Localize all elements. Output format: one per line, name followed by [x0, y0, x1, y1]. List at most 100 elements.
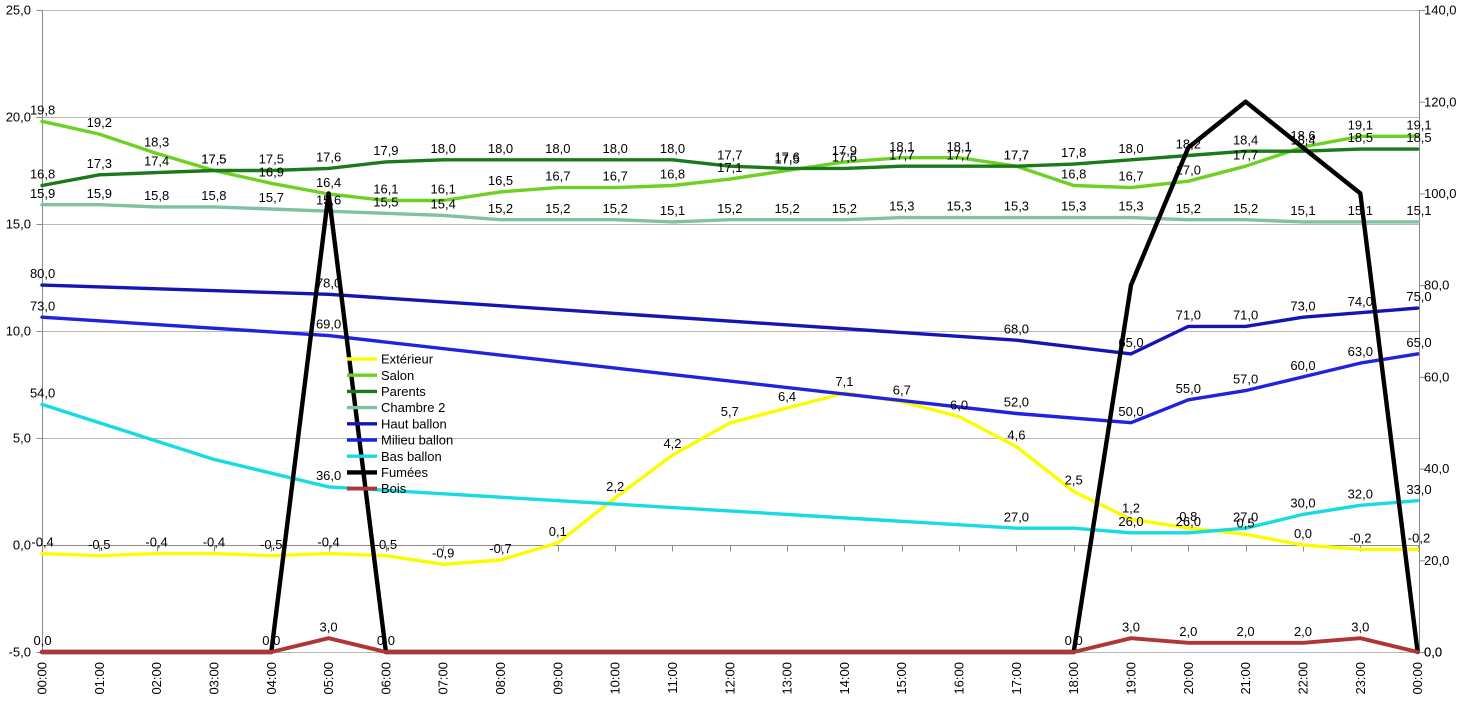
svg-text:16,7: 16,7: [1118, 169, 1143, 184]
svg-text:18,0: 18,0: [488, 141, 513, 156]
svg-text:07:00: 07:00: [436, 662, 451, 695]
svg-text:Fumées: Fumées: [381, 465, 428, 480]
svg-text:06:00: 06:00: [378, 662, 393, 695]
svg-text:0,0: 0,0: [1424, 645, 1442, 660]
svg-text:54,0: 54,0: [30, 386, 55, 401]
svg-text:18,1: 18,1: [946, 139, 971, 154]
svg-text:73,0: 73,0: [1290, 298, 1315, 313]
svg-text:18,4: 18,4: [1233, 132, 1258, 147]
svg-text:17,6: 17,6: [316, 150, 341, 165]
svg-text:17,6: 17,6: [832, 150, 857, 165]
svg-text:16,8: 16,8: [30, 167, 55, 182]
svg-text:36,0: 36,0: [316, 468, 341, 483]
svg-text:05:00: 05:00: [321, 662, 336, 695]
svg-text:2,0: 2,0: [1294, 624, 1312, 639]
svg-text:18,0: 18,0: [545, 141, 570, 156]
svg-text:50,0: 50,0: [1118, 404, 1143, 419]
svg-text:22:00: 22:00: [1296, 662, 1311, 695]
svg-text:15,4: 15,4: [431, 197, 456, 212]
svg-text:Parents: Parents: [381, 384, 426, 399]
svg-text:10:00: 10:00: [608, 662, 623, 695]
svg-text:15,2: 15,2: [545, 201, 570, 216]
svg-text:18,1: 18,1: [889, 139, 914, 154]
svg-text:2,5: 2,5: [1065, 473, 1083, 488]
svg-text:16,8: 16,8: [1061, 167, 1086, 182]
svg-text:2,0: 2,0: [1237, 624, 1255, 639]
svg-text:15:00: 15:00: [894, 662, 909, 695]
svg-text:19:00: 19:00: [1124, 662, 1139, 695]
svg-text:18,0: 18,0: [1118, 141, 1143, 156]
svg-text:17,5: 17,5: [774, 152, 799, 167]
svg-text:18:00: 18:00: [1066, 662, 1081, 695]
svg-text:18,0: 18,0: [603, 141, 628, 156]
svg-text:17:00: 17:00: [1009, 662, 1024, 695]
svg-text:0,0: 0,0: [1424, 645, 1442, 660]
svg-text:02:00: 02:00: [149, 662, 164, 695]
svg-text:17,7: 17,7: [889, 147, 914, 162]
svg-text:16,5: 16,5: [488, 173, 513, 188]
svg-text:Milieu ballon: Milieu ballon: [381, 433, 453, 448]
svg-text:17,3: 17,3: [87, 156, 112, 171]
svg-text:15,2: 15,2: [488, 201, 513, 216]
svg-text:13:00: 13:00: [780, 662, 795, 695]
svg-text:15,1: 15,1: [1290, 203, 1315, 218]
svg-text:27,0: 27,0: [1004, 509, 1029, 524]
svg-text:16,7: 16,7: [545, 169, 570, 184]
svg-text:04:00: 04:00: [264, 662, 279, 695]
svg-text:78,0: 78,0: [316, 275, 341, 290]
svg-text:74,0: 74,0: [1348, 294, 1373, 309]
svg-text:16,1: 16,1: [373, 182, 398, 197]
svg-text:-0,2: -0,2: [1349, 530, 1371, 545]
svg-text:0,5: 0,5: [1237, 515, 1255, 530]
svg-text:33,0: 33,0: [1406, 482, 1431, 497]
svg-text:19,2: 19,2: [87, 115, 112, 130]
svg-text:27,0: 27,0: [1233, 509, 1258, 524]
svg-text:23:00: 23:00: [1353, 662, 1368, 695]
svg-text:Salon: Salon: [381, 368, 414, 383]
svg-text:00:00: 00:00: [35, 662, 50, 695]
svg-text:-0,4: -0,4: [145, 535, 167, 550]
svg-text:Bas ballon: Bas ballon: [381, 449, 442, 464]
svg-text:-0,9: -0,9: [432, 545, 454, 560]
svg-text:57,0: 57,0: [1233, 372, 1258, 387]
svg-text:60,0: 60,0: [1290, 358, 1315, 373]
svg-text:65,0: 65,0: [1406, 335, 1431, 350]
svg-text:15,2: 15,2: [832, 201, 857, 216]
svg-text:80,0: 80,0: [1424, 278, 1449, 293]
svg-text:16,1: 16,1: [431, 182, 456, 197]
svg-text:0,0: 0,0: [34, 633, 52, 648]
svg-text:00:00: 00:00: [1410, 662, 1425, 695]
svg-text:16:00: 16:00: [952, 662, 967, 695]
svg-text:16,7: 16,7: [603, 169, 628, 184]
svg-text:0,1: 0,1: [549, 524, 567, 539]
svg-text:17,6: 17,6: [774, 150, 799, 165]
svg-text:-0,5: -0,5: [88, 537, 110, 552]
svg-text:Chambre 2: Chambre 2: [381, 400, 445, 415]
svg-text:19,8: 19,8: [30, 102, 55, 117]
svg-text:18,0: 18,0: [431, 141, 456, 156]
svg-text:40,0: 40,0: [1424, 461, 1449, 476]
svg-text:71,0: 71,0: [1233, 308, 1258, 323]
svg-text:17,1: 17,1: [717, 160, 742, 175]
svg-text:03:00: 03:00: [206, 662, 221, 695]
svg-text:0,8: 0,8: [1179, 509, 1197, 524]
svg-text:15,3: 15,3: [889, 199, 914, 214]
svg-text:100,0: 100,0: [1424, 186, 1457, 201]
svg-text:17,5: 17,5: [259, 152, 284, 167]
svg-text:5,7: 5,7: [721, 404, 739, 419]
svg-text:15,2: 15,2: [1233, 201, 1258, 216]
svg-text:15,3: 15,3: [1118, 199, 1143, 214]
svg-text:15,3: 15,3: [1061, 199, 1086, 214]
svg-text:-0,7: -0,7: [489, 541, 511, 556]
svg-text:10,0: 10,0: [6, 324, 31, 339]
svg-text:17,5: 17,5: [201, 152, 226, 167]
svg-text:4,6: 4,6: [1007, 428, 1025, 443]
svg-text:5,0: 5,0: [13, 431, 31, 446]
svg-text:17,7: 17,7: [1233, 147, 1258, 162]
svg-text:17,9: 17,9: [832, 143, 857, 158]
svg-text:26,0: 26,0: [1118, 514, 1143, 529]
svg-text:6,4: 6,4: [778, 389, 796, 404]
svg-text:15,1: 15,1: [1406, 203, 1431, 218]
svg-text:17,7: 17,7: [1004, 147, 1029, 162]
svg-text:60,0: 60,0: [1424, 370, 1449, 385]
